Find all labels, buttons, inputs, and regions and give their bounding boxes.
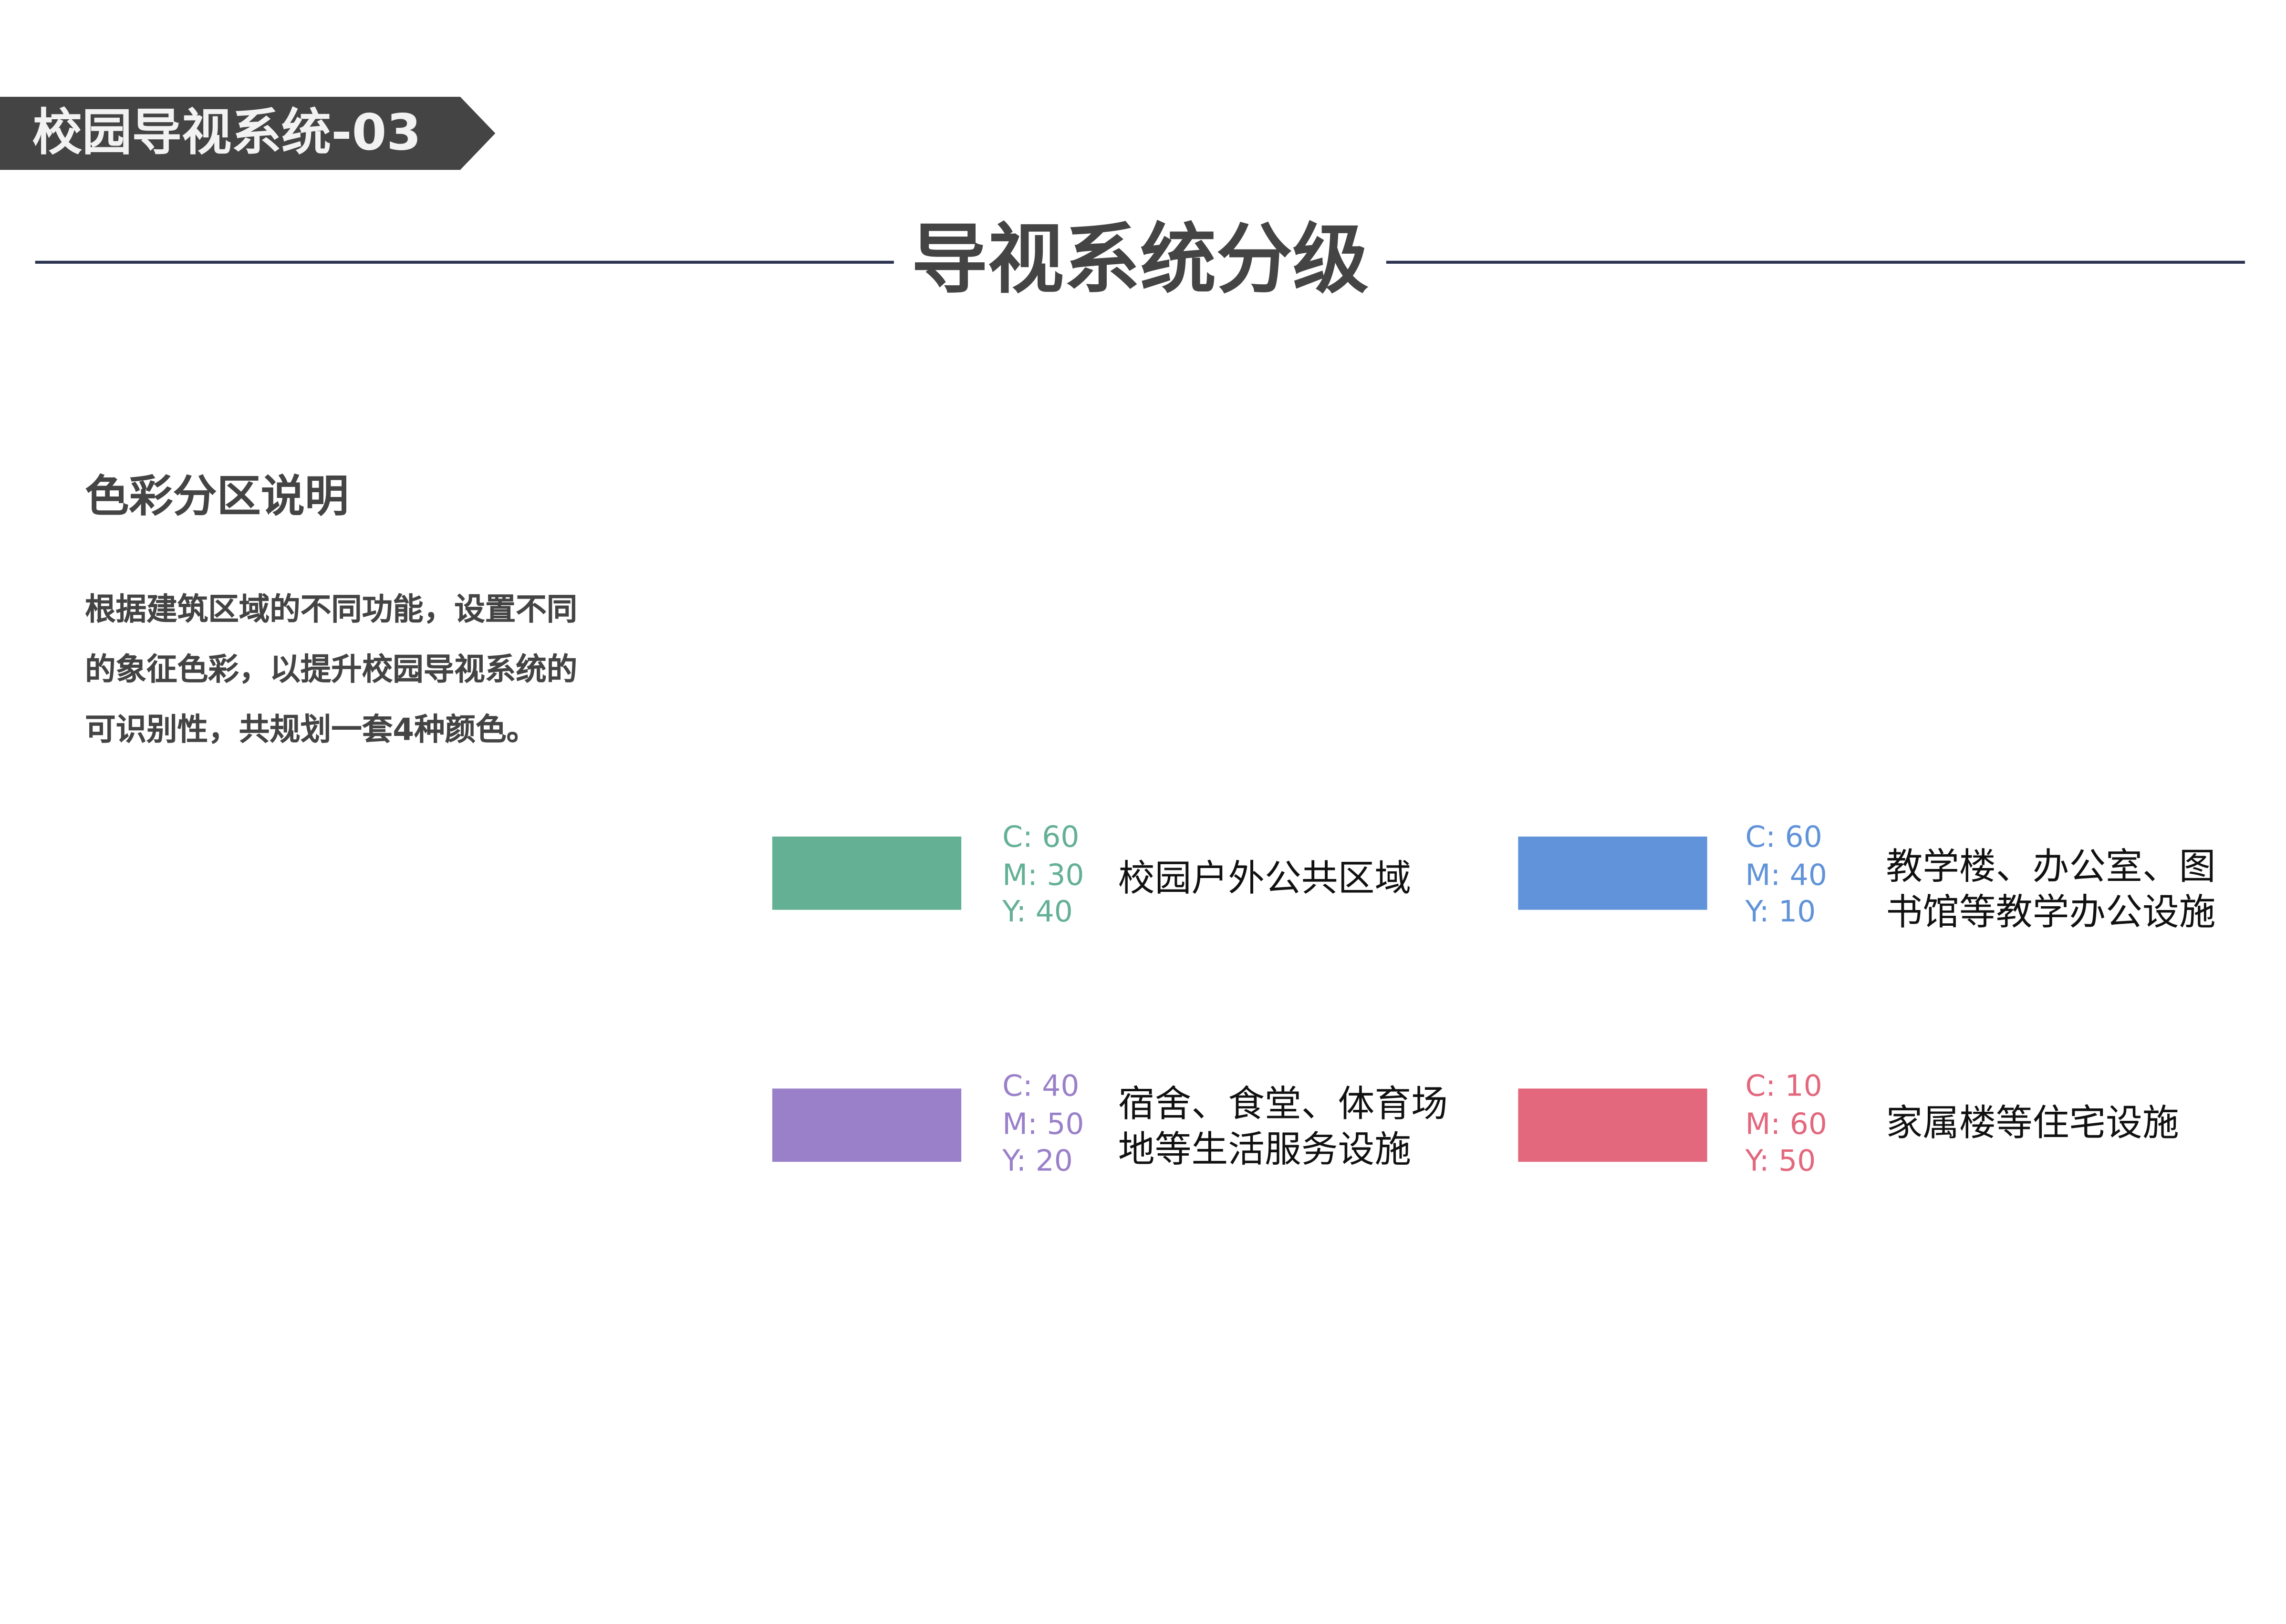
- cmy-c: C: 40: [1002, 1068, 1080, 1104]
- cmy-m: M: 40: [1745, 856, 1827, 892]
- banner-title: 校园导视系统-03: [32, 104, 421, 163]
- cmy-values-blue: C: 60 M: 40 Y: 10: [1746, 819, 1827, 931]
- color-swatch-blue: [1518, 836, 1707, 910]
- zone-label-red: 家属楼等住宅设施: [1886, 1101, 2179, 1145]
- cmy-m: M: 30: [1002, 856, 1084, 892]
- color-swatch-purple: [772, 1088, 962, 1162]
- title-divider-right: [1386, 260, 2245, 263]
- color-swatch-red: [1518, 1088, 1707, 1162]
- page-title: 导视系统分级: [911, 217, 1369, 305]
- cmy-values-red: C: 10 M: 60 Y: 50: [1746, 1068, 1827, 1180]
- zone-label-green: 校园户外公共区域: [1118, 857, 1412, 900]
- title-divider-left: [35, 260, 894, 263]
- cmy-y: Y: 40: [1002, 893, 1073, 929]
- cmy-m: M: 50: [1002, 1105, 1084, 1141]
- section-description: 根据建筑区域的不同功能，设置不同的象征色彩，以提升校园导视系统的可识别性，共规划…: [85, 592, 578, 747]
- cmy-y: Y: 50: [1745, 1143, 1816, 1178]
- zone-label-purple: 宿舍、食堂、体育场地等生活服务设施: [1118, 1083, 1448, 1171]
- cmy-c: C: 60: [1745, 819, 1822, 854]
- section-heading: 色彩分区说明: [85, 472, 349, 523]
- color-swatch-green: [772, 836, 962, 910]
- cmy-c: C: 60: [1002, 819, 1080, 854]
- cmy-values-purple: C: 40 M: 50 Y: 20: [1002, 1068, 1084, 1180]
- cmy-c: C: 10: [1745, 1068, 1822, 1104]
- zone-label-blue: 教学楼、办公室、图书馆等教学办公设施: [1886, 845, 2216, 933]
- section-banner: [0, 96, 496, 170]
- cmy-m: M: 60: [1745, 1105, 1827, 1141]
- cmy-y: Y: 10: [1745, 893, 1816, 929]
- cmy-y: Y: 20: [1002, 1143, 1073, 1178]
- cmy-values-green: C: 60 M: 30 Y: 40: [1002, 819, 1084, 931]
